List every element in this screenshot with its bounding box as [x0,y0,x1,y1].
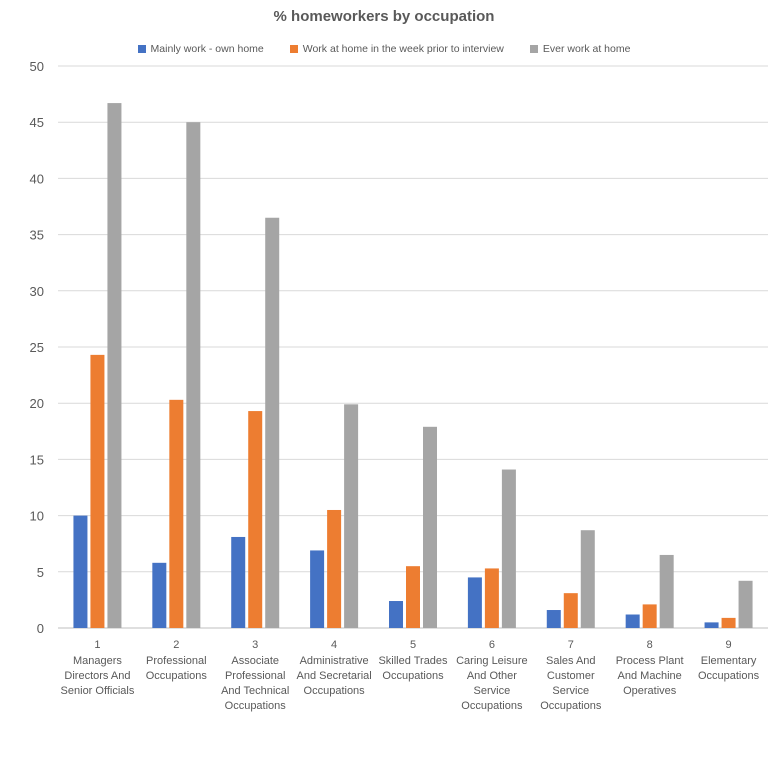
bar-series1-cat8 [625,614,640,628]
x-tick-number: 8 [647,639,653,651]
x-tick-label-line: Occupations [540,700,602,712]
legend-item-ever-home: Ever work at home [529,43,631,55]
legend-swatch-mainly-own-home [137,45,146,53]
bar-series3-cat4 [344,404,359,628]
x-tick-label-line: Managers [73,655,122,667]
y-tick-label: 30 [30,284,44,299]
y-tick-label: 25 [30,340,44,355]
y-tick-label: 5 [37,565,44,580]
x-tick-label-line: And Technical [221,685,289,697]
legend-swatch-ever-home [529,45,538,53]
x-axis-labels: 1 Managers Directors And Senior Officials 2 P… [61,639,760,712]
bar-series2-cat9 [721,617,736,628]
y-tick-label: 15 [30,452,44,467]
bar-series3-cat2 [186,122,201,628]
x-tick-number: 9 [725,639,731,651]
y-tick-label: 50 [30,59,44,74]
x-tick-label-line: Customer [547,670,595,682]
bar-series2-cat7 [563,593,578,628]
bar-series1-cat2 [152,562,167,628]
bars [73,103,753,629]
x-tick-label-line: And Machine [618,670,682,682]
x-tick-label-line: Administrative [300,655,369,667]
bar-series1-cat7 [546,610,561,628]
x-tick-label-line: Directors And [64,670,130,682]
chart-legend: Mainly work - own home Work at home in t… [0,43,768,55]
legend-item-mainly-own-home: Mainly work - own home [137,43,264,55]
x-tick-label-line: Professional [146,655,207,667]
bar-series2-cat5 [406,566,420,628]
x-tick-number: 4 [331,639,337,651]
bar-series1-cat6 [467,577,482,628]
y-tick-label: 0 [37,621,44,636]
chart-title: % homeworkers by occupation [273,8,495,25]
y-tick-label: 20 [30,396,44,411]
bar-series3-cat5 [423,426,437,628]
x-tick-label-line: And Secretarial [297,670,372,682]
legend-swatch-week-prior [289,45,298,53]
x-tick-label-line: And Other [467,670,517,682]
x-tick-label-line: Occupations [225,700,287,712]
y-axis-ticks: 0 5 10 15 20 25 30 35 40 45 50 [30,59,44,636]
x-tick-label-line: Occupations [698,670,760,682]
x-tick-label-line: Service [474,685,511,697]
bar-series1-cat9 [704,622,719,628]
y-tick-label: 40 [30,171,44,186]
x-tick-number: 6 [489,639,495,651]
x-tick-number: 2 [173,639,179,651]
bar-series3-cat1 [107,103,122,629]
x-tick-label-line: Associate [231,655,279,667]
legend-label-week-prior: Work at home in the week prior to interv… [302,43,504,55]
x-tick-label-line: Occupations [461,700,523,712]
bar-series2-cat2 [169,399,184,628]
legend-item-week-prior: Work at home in the week prior to interv… [289,43,504,55]
x-tick-label-line: Process Plant [616,655,684,667]
x-tick-label-line: Sales And [546,655,596,667]
gridlines [58,65,768,629]
x-tick-label-line: Skilled Trades [378,655,448,667]
x-tick-label-line: Occupations [382,670,444,682]
x-tick-label-line: Caring Leisure [456,655,528,667]
x-tick-label-line: Operatives [623,685,677,697]
x-tick-label-line: Service [552,685,589,697]
bar-series2-cat6 [484,568,499,628]
y-tick-label: 35 [30,228,44,243]
bar-series3-cat7 [580,530,595,628]
legend-label-ever-home: Ever work at home [542,43,631,55]
x-tick-number: 7 [568,639,574,651]
x-tick-number: 5 [410,639,416,651]
bar-series3-cat6 [501,469,516,628]
x-tick-number: 3 [252,639,258,651]
bar-series3-cat9 [738,580,753,628]
bar-series1-cat5 [389,601,403,628]
y-tick-label: 10 [30,509,44,524]
legend-label-mainly-own-home: Mainly work - own home [150,43,264,55]
bar-series2-cat1 [90,354,105,628]
x-tick-label-line: Occupations [146,670,208,682]
x-tick-label-line: Professional [225,670,286,682]
bar-series2-cat3 [248,411,263,628]
bar-series1-cat4 [310,550,325,628]
bar-series1-cat3 [231,536,246,628]
x-tick-number: 1 [94,639,100,651]
bar-series1-cat1 [73,515,88,628]
bar-series2-cat4 [327,509,342,628]
x-tick-label-line: Occupations [304,685,366,697]
bar-series3-cat3 [265,217,280,629]
bar-series3-cat8 [659,554,674,628]
y-tick-label: 45 [30,115,44,130]
x-tick-label-line: Elementary [701,655,757,667]
bar-series2-cat8 [642,604,657,628]
x-tick-label-line: Senior Officials [61,685,135,697]
